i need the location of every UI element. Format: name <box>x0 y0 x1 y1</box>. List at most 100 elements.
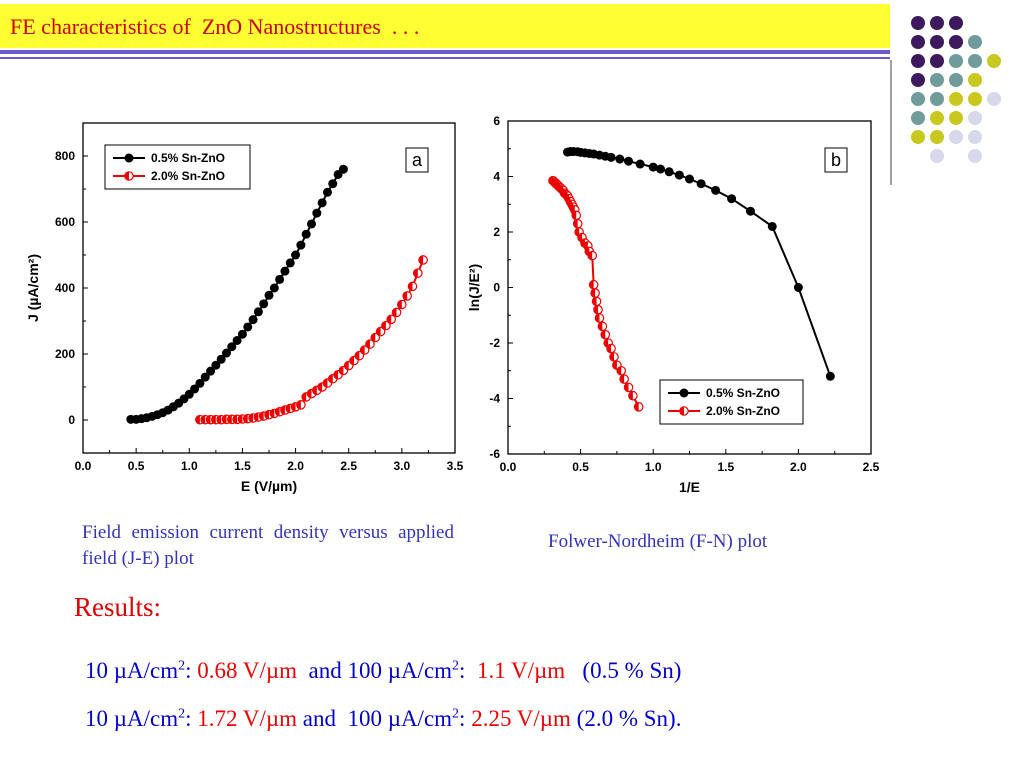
data-point <box>248 315 258 325</box>
y-tick-label: 0 <box>493 281 500 295</box>
legend-marker <box>679 388 689 398</box>
x-tick-label: 2.5 <box>863 460 880 474</box>
legend-box <box>659 379 804 425</box>
result-segment: (0.5 % Sn) <box>565 658 682 683</box>
data-point <box>590 288 600 298</box>
y-tick-label: 6 <box>493 114 500 128</box>
series-1 <box>195 255 428 425</box>
result-segment: : <box>185 706 198 731</box>
data-point <box>600 329 611 340</box>
data-point <box>386 314 397 325</box>
data-point <box>370 332 381 343</box>
data-point <box>322 187 332 197</box>
data-point <box>216 354 226 364</box>
x-tick-label: 1.5 <box>234 459 251 473</box>
data-point <box>243 322 253 332</box>
decor-dot <box>987 54 1001 68</box>
x-tick-label: 1.0 <box>181 459 198 473</box>
data-point <box>572 218 583 229</box>
data-point <box>253 307 263 317</box>
data-point <box>232 335 242 345</box>
legend-marker <box>124 171 134 181</box>
y-tick-label: 0 <box>68 413 75 427</box>
data-point <box>606 152 616 162</box>
result-segment: 10 µA/cm <box>85 706 179 731</box>
result-segment: 2 <box>452 658 460 674</box>
result-segment: 1.72 V/µm <box>197 706 297 731</box>
data-point <box>633 402 644 412</box>
result-segment: (2.0 % Sn). <box>570 706 682 731</box>
decor-dot <box>968 111 982 125</box>
decor-dot <box>987 92 1001 106</box>
result-segment: 2 <box>178 706 186 722</box>
data-point <box>190 384 200 394</box>
decor-dot <box>949 54 963 68</box>
data-point <box>587 250 598 261</box>
decor-dot <box>968 92 982 106</box>
legend-entry: 2.0% Sn-ZnO <box>706 404 780 418</box>
x-tick-label: 1.0 <box>645 460 662 474</box>
data-point <box>648 162 658 172</box>
y-tick-label: -2 <box>489 336 500 350</box>
result-segment: 1.1 V/µm <box>476 658 566 683</box>
slide-title: FE characteristics of ZnO Nanostructures… <box>10 14 420 39</box>
legend-entry: 0.5% Sn-ZnO <box>151 151 225 165</box>
data-point <box>588 279 599 290</box>
data-point <box>365 339 375 349</box>
data-point <box>206 366 216 376</box>
data-point <box>591 296 602 307</box>
result-segment: : <box>185 658 198 683</box>
y-tick-label: 600 <box>55 215 75 229</box>
data-point <box>291 250 301 260</box>
data-point <box>767 221 777 231</box>
decor-dot <box>949 35 963 49</box>
decor-dot <box>949 111 963 125</box>
result-segment: 10 µA/cm <box>85 658 179 683</box>
result-segment: : <box>459 706 472 731</box>
data-point <box>616 365 627 376</box>
data-point <box>825 371 835 381</box>
decor-dot <box>949 130 963 144</box>
caption-fn: Folwer-Nordheim (F-N) plot <box>548 531 768 552</box>
decor-dot <box>968 73 982 87</box>
data-point <box>696 179 706 189</box>
caption-je: Field emission current density versus ap… <box>82 522 454 569</box>
result-segment: 0.68 V/µm <box>197 658 297 683</box>
legend-entry: 0.5% Sn-ZnO <box>706 386 780 400</box>
data-point <box>571 210 582 221</box>
legend-marker <box>124 153 134 163</box>
y-tick-label: 400 <box>55 281 75 295</box>
data-point <box>259 299 269 309</box>
decor-dot <box>911 130 925 144</box>
data-point <box>285 258 295 268</box>
x-axis-label: E (V/µm) <box>241 478 297 494</box>
y-tick-label: -6 <box>489 447 500 461</box>
data-point <box>628 390 638 401</box>
series-1 <box>548 175 644 412</box>
result-segment: and 100 µA/cm <box>296 658 453 683</box>
data-point <box>606 343 616 354</box>
legend-marker <box>679 406 689 416</box>
data-point <box>402 291 412 301</box>
x-axis-label: 1/E <box>679 479 700 495</box>
data-point <box>359 345 370 355</box>
result-line-05-sn: 10 µA/cm2: 0.68 V/µm and 100 µA/cm2: 1.1… <box>85 658 681 684</box>
data-point <box>227 342 237 352</box>
data-point <box>594 313 605 323</box>
decor-dot <box>911 16 925 30</box>
x-tick-label: 2.0 <box>287 459 304 473</box>
result-segment: 2.25 V/µm <box>471 706 571 731</box>
decor-dot <box>930 130 944 144</box>
decor-dot <box>930 149 944 163</box>
y-axis-label: ln(J/E²) <box>466 264 482 311</box>
result-segment: and 100 µA/cm <box>296 706 453 731</box>
series-0 <box>126 164 348 424</box>
decor-dot <box>930 54 944 68</box>
data-point <box>237 329 247 339</box>
data-point <box>685 174 694 184</box>
series-0 <box>563 147 835 381</box>
data-point <box>296 400 306 410</box>
decor-dot <box>911 35 925 49</box>
x-tick-label: 3.0 <box>394 459 411 473</box>
result-segment: : <box>459 658 477 683</box>
